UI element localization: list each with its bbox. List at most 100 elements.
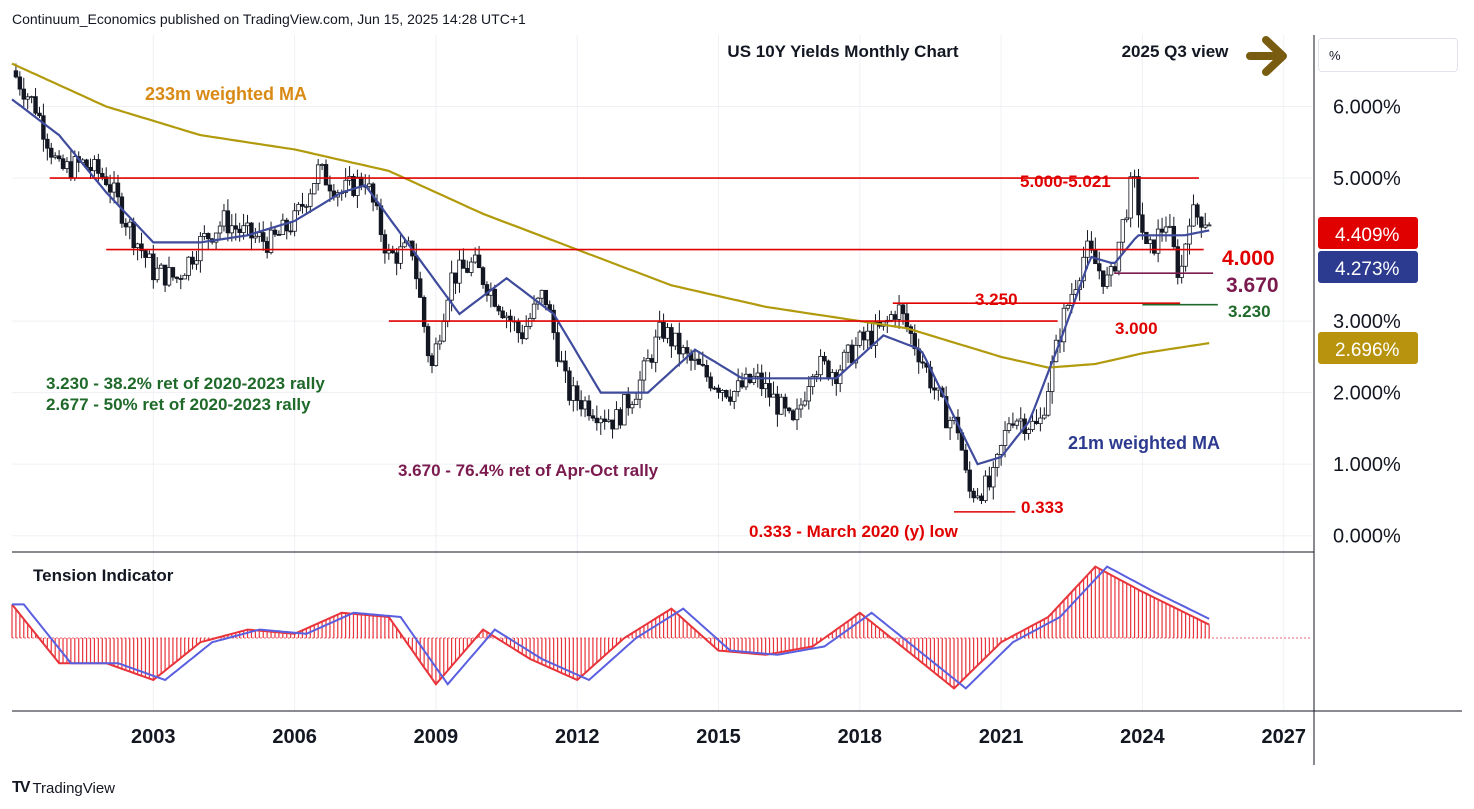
candle-up	[743, 373, 749, 388]
candle-up	[571, 385, 576, 401]
candle-up	[794, 408, 800, 421]
candle-down	[677, 332, 682, 355]
candle-up	[441, 321, 446, 342]
candle-up	[531, 303, 537, 319]
candle-down	[190, 256, 195, 265]
tradingview-logo[interactable]: TV TradingView	[12, 779, 115, 797]
candle-up	[1065, 305, 1071, 309]
candle-down	[708, 376, 713, 389]
y-tick-label: 0.000%	[1333, 526, 1401, 548]
candle-down	[151, 253, 156, 281]
candle-up	[720, 390, 725, 393]
candle-up	[1155, 228, 1161, 254]
candle-up	[229, 225, 235, 234]
ma21-badge: 4.273%	[1318, 251, 1418, 283]
candle-up	[1120, 219, 1126, 243]
candle-down	[520, 332, 525, 340]
candle-down	[492, 288, 497, 307]
candle-down	[1097, 263, 1102, 272]
candle-down	[162, 264, 168, 286]
moving-averages	[11, 62, 1210, 466]
candle-down	[394, 252, 399, 264]
y-tick-label: 3.000%	[1333, 311, 1401, 333]
fib-38-label: 3.230 - 38.2% ret of 2020-2023 rally	[46, 374, 325, 393]
unit-selector[interactable]: %	[1318, 38, 1458, 72]
candle-up	[92, 159, 97, 172]
candle-down	[37, 112, 42, 117]
candle-up	[366, 183, 372, 187]
candle-up	[1128, 176, 1133, 219]
candle-down	[476, 254, 482, 269]
candle-down	[272, 229, 278, 235]
candle-up	[315, 164, 321, 184]
candle-down	[225, 210, 231, 234]
candle-down	[21, 88, 26, 100]
candle-up	[818, 355, 823, 376]
candle-up	[806, 386, 811, 402]
candle-down	[783, 396, 788, 409]
candle-down	[284, 219, 289, 232]
candle-down	[300, 203, 305, 207]
candle-up	[692, 358, 698, 361]
candle-up	[166, 267, 172, 286]
candle-down	[716, 387, 721, 393]
candle-up	[1191, 204, 1196, 227]
candle-up	[1038, 417, 1043, 425]
candle-down	[13, 70, 19, 78]
candle-down	[414, 255, 419, 280]
resistance-label: 5.000-5.021	[1020, 172, 1111, 191]
ma21-price-text: 4.273%	[1335, 259, 1400, 280]
candle-up	[633, 398, 639, 405]
candle-down	[382, 234, 388, 254]
candle-down	[700, 363, 706, 366]
candle-up	[1030, 420, 1035, 430]
candle-down	[288, 230, 293, 233]
candle-up	[637, 379, 643, 400]
candle-up	[72, 156, 78, 179]
candle-down	[100, 172, 105, 178]
candle-up	[1203, 224, 1208, 228]
ma233-line	[11, 62, 1210, 369]
candle-down	[1100, 270, 1106, 287]
candle-down	[594, 417, 600, 424]
candle-down	[1195, 204, 1200, 218]
candle-up	[814, 374, 819, 377]
candle-up	[64, 161, 70, 169]
candle-up	[469, 261, 474, 273]
candle-up	[841, 351, 847, 371]
candle-up	[158, 264, 164, 269]
candle-down	[610, 419, 615, 430]
last-price-text: 4.409%	[1335, 225, 1400, 246]
candle-down	[602, 418, 607, 422]
candle-up	[504, 315, 509, 319]
candle-down	[237, 228, 242, 234]
candle-down	[1175, 246, 1180, 278]
candle-down	[516, 321, 521, 334]
candle-down	[1034, 420, 1039, 425]
candle-up	[213, 232, 219, 243]
tension-title: Tension Indicator	[33, 566, 174, 585]
candle-down	[1171, 225, 1177, 248]
candle-up	[217, 225, 223, 234]
candle-up	[241, 225, 246, 234]
unit-label: %	[1329, 48, 1341, 63]
candle-up	[665, 327, 670, 339]
candle-up	[991, 467, 996, 488]
candle-up	[641, 360, 647, 381]
candle-up	[1108, 266, 1114, 276]
candle-up	[645, 358, 651, 362]
candle-down	[822, 355, 827, 362]
candle-down	[453, 272, 458, 284]
candle-up	[194, 260, 199, 265]
candle-up	[268, 229, 274, 253]
candle-up	[751, 375, 757, 383]
candle-down	[696, 358, 702, 365]
x-tick-label: 2015	[696, 726, 741, 748]
candle-down	[107, 184, 113, 193]
candle-down	[967, 469, 972, 492]
candle-down	[861, 331, 866, 341]
ma21-label: 21m weighted MA	[1068, 433, 1220, 453]
candle-up	[127, 221, 132, 228]
candle-down	[178, 278, 183, 280]
